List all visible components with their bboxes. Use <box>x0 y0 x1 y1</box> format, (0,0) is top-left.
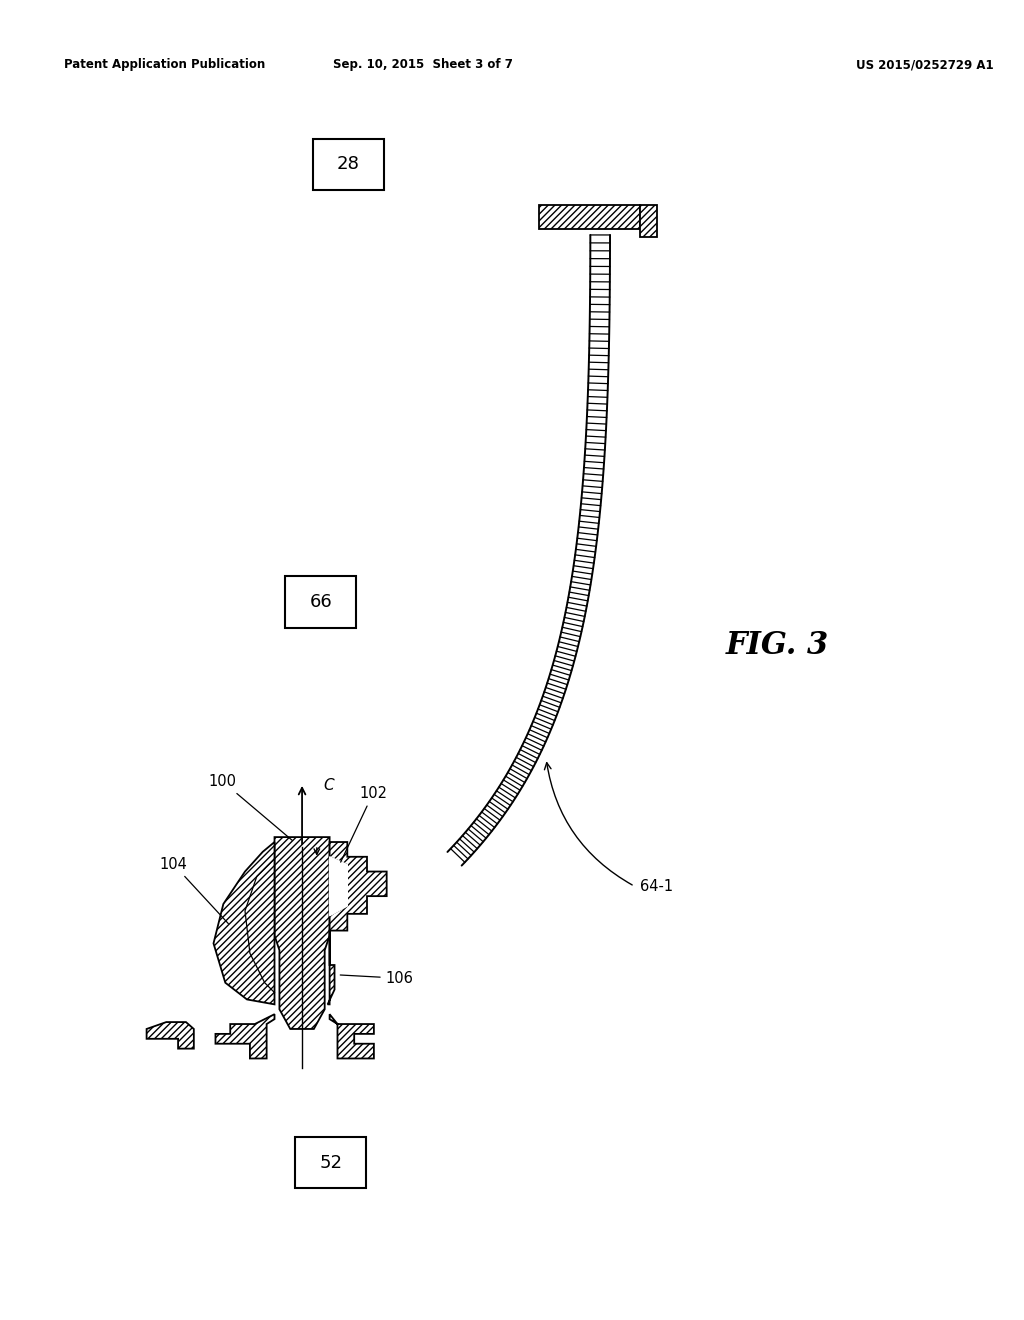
Text: 28: 28 <box>337 156 359 173</box>
Text: US 2015/0252729 A1: US 2015/0252729 A1 <box>856 58 993 71</box>
Bar <box>313 139 384 190</box>
Polygon shape <box>328 842 387 1005</box>
Polygon shape <box>215 1014 274 1059</box>
Text: Sep. 10, 2015  Sheet 3 of 7: Sep. 10, 2015 Sheet 3 of 7 <box>333 58 513 71</box>
Text: 100: 100 <box>209 774 292 841</box>
Polygon shape <box>274 837 330 1030</box>
Polygon shape <box>146 1022 194 1048</box>
Text: 64-1: 64-1 <box>640 879 673 894</box>
Bar <box>295 1138 366 1188</box>
Text: 106: 106 <box>340 970 414 986</box>
Bar <box>540 206 640 230</box>
Text: Patent Application Publication: Patent Application Publication <box>63 58 265 71</box>
Text: FIG. 3: FIG. 3 <box>726 630 828 661</box>
Polygon shape <box>214 842 274 1005</box>
Text: 102: 102 <box>341 785 387 862</box>
Bar <box>640 206 657 236</box>
Bar <box>286 577 356 627</box>
Polygon shape <box>330 1014 374 1059</box>
Text: 66: 66 <box>309 593 332 611</box>
Polygon shape <box>330 857 347 916</box>
Text: 104: 104 <box>160 857 228 924</box>
Text: C: C <box>324 777 334 793</box>
Text: 52: 52 <box>319 1154 342 1172</box>
